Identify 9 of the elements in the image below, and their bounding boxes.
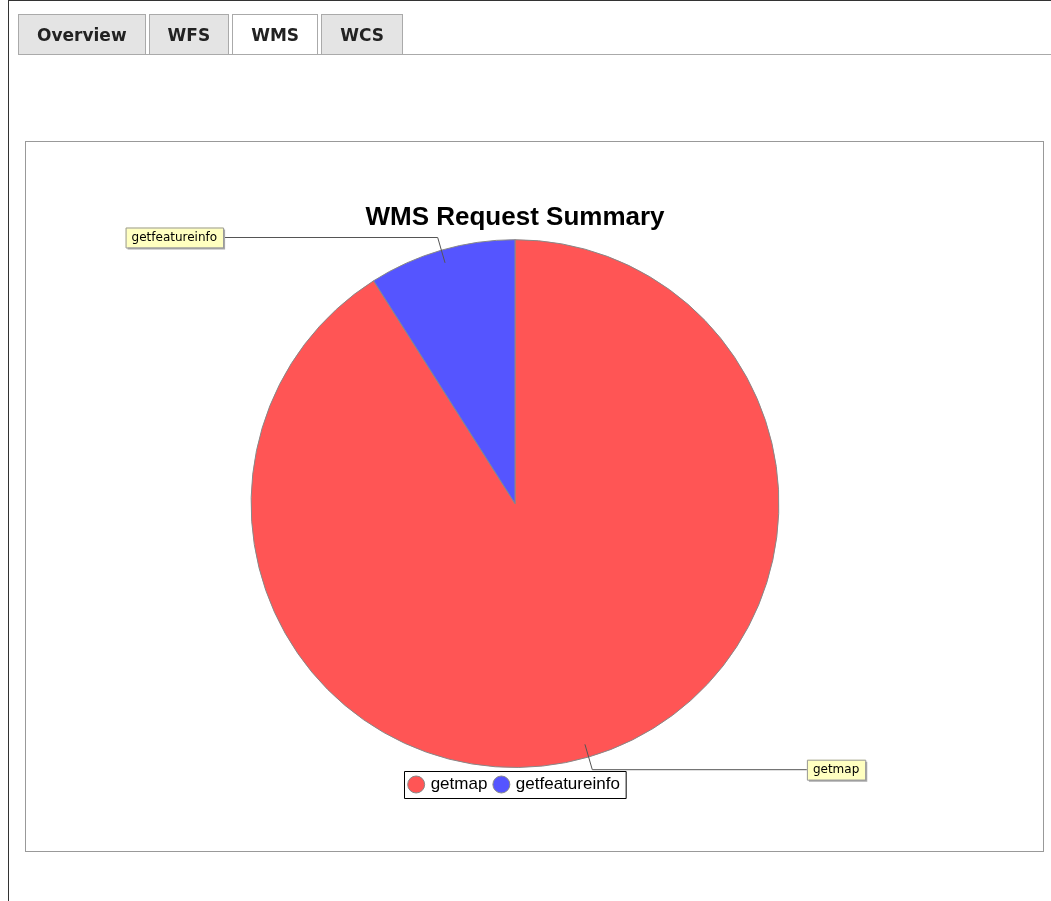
slice-label: getmap [812,761,860,776]
legend-label: getfeatureinfo [515,774,620,794]
slice-label: getfeatureinfo [131,229,218,244]
text: Overview [18,14,146,54]
chart-title: WMS Request Summary [365,200,666,231]
text: WCS [321,14,403,54]
legend-label: getmap [430,774,488,794]
text: WFS [148,14,230,54]
text: WMS [232,14,319,54]
